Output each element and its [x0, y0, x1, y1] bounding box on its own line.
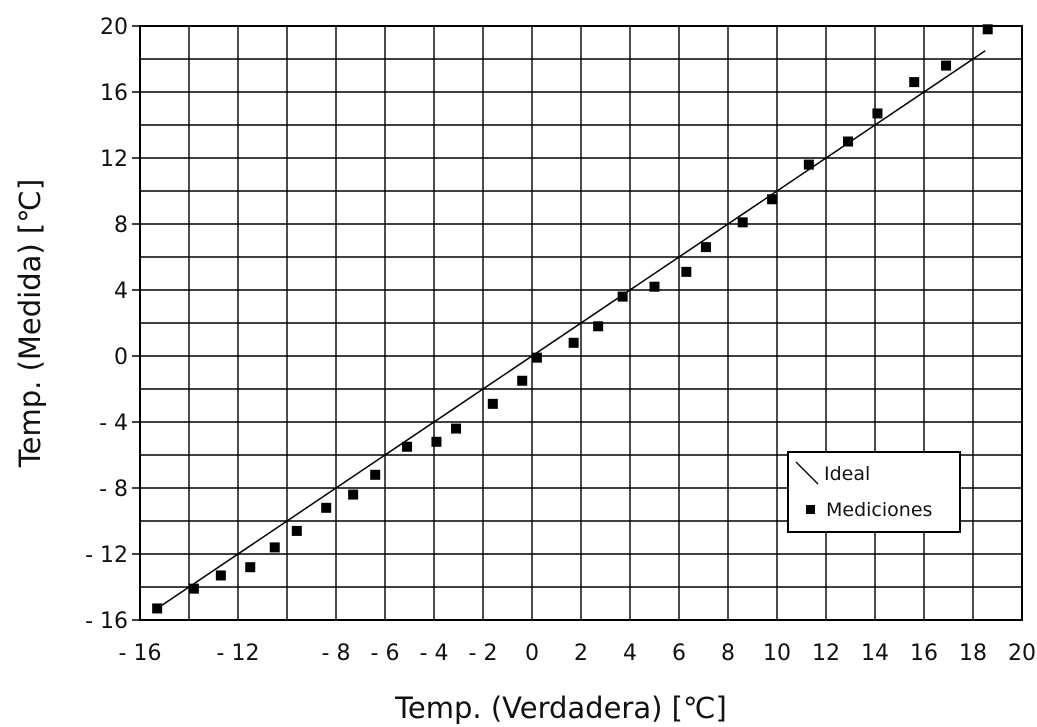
measurement-point	[370, 469, 381, 480]
measurement-point	[431, 436, 442, 447]
measurement-point	[402, 441, 413, 452]
x-tick-label: 14	[861, 641, 889, 666]
y-tick-label: - 8	[99, 477, 128, 502]
measurement-point	[517, 375, 528, 386]
measurement-point	[245, 562, 256, 573]
measurement-point	[593, 321, 604, 332]
y-tick-label: 8	[114, 213, 128, 238]
measurement-point	[737, 217, 748, 228]
y-axis-title: Temp. (Medida) [℃]	[13, 179, 47, 468]
series-layer	[152, 24, 993, 614]
measurement-point	[941, 60, 952, 71]
x-tick-label: 0	[525, 641, 539, 666]
plot-frame	[139, 25, 1023, 621]
y-axis-ticks: - 16 - 12 - 8 - 4 0 4 8 12 16 20	[85, 15, 140, 634]
x-tick-label: 6	[672, 641, 686, 666]
measurement-point	[617, 291, 628, 302]
x-tick-label: 16	[910, 641, 938, 666]
x-tick-label: - 8	[322, 641, 351, 666]
x-tick-label: - 6	[371, 641, 400, 666]
x-tick-label: 2	[574, 641, 588, 666]
legend-ideal-swatch	[795, 461, 819, 485]
measurement-point	[700, 242, 711, 253]
legend-mediciones-label: Mediciones	[826, 499, 932, 521]
x-tick-label: 20	[1008, 641, 1036, 666]
measurement-point	[531, 352, 542, 363]
measurement-point	[291, 525, 302, 536]
measurement-point	[909, 77, 920, 88]
legend-ideal-label: Ideal	[824, 463, 870, 485]
y-tick-label: 16	[100, 81, 128, 106]
measurement-point	[982, 24, 993, 35]
measurement-point	[269, 542, 280, 553]
legend: Ideal Mediciones	[787, 451, 961, 533]
x-tick-label: - 12	[217, 641, 260, 666]
x-tick-label: - 16	[119, 641, 162, 666]
measurement-point	[321, 502, 332, 513]
measurement-point	[767, 194, 778, 205]
x-tick-label: 10	[763, 641, 791, 666]
y-tick-label: 0	[114, 345, 128, 370]
measurement-point	[872, 108, 883, 119]
y-tick-label: - 16	[85, 609, 128, 634]
measurement-point	[188, 583, 199, 594]
legend-box	[787, 451, 961, 533]
measurement-point	[152, 603, 163, 614]
measurement-point	[487, 398, 498, 409]
x-tick-label: 4	[623, 641, 637, 666]
measurement-point	[649, 281, 660, 292]
measurement-point	[215, 570, 226, 581]
measurement-point	[348, 489, 359, 500]
x-tick-label: - 4	[420, 641, 449, 666]
y-tick-label: - 4	[99, 411, 128, 436]
measurement-point	[843, 136, 854, 147]
x-tick-label: 8	[721, 641, 735, 666]
y-tick-label: 20	[100, 15, 128, 40]
x-axis-ticks: - 16 - 12 - 8 - 6 - 4 - 2 0 2 4 6 8 10 12 14 16 18 20	[119, 641, 1036, 666]
y-tick-label: 4	[114, 279, 128, 304]
x-axis-title: Temp. (Verdadera) [℃]	[394, 691, 727, 725]
measurement-point	[568, 337, 579, 348]
measurement-point	[803, 159, 814, 170]
y-tick-label: - 12	[85, 543, 128, 568]
x-tick-label: 18	[959, 641, 987, 666]
measurement-point	[451, 423, 462, 434]
x-tick-label: - 2	[469, 641, 498, 666]
legend-mediciones-swatch	[806, 505, 815, 514]
y-tick-label: 12	[100, 147, 128, 172]
x-tick-label: 12	[812, 641, 840, 666]
measurement-point	[681, 266, 692, 277]
